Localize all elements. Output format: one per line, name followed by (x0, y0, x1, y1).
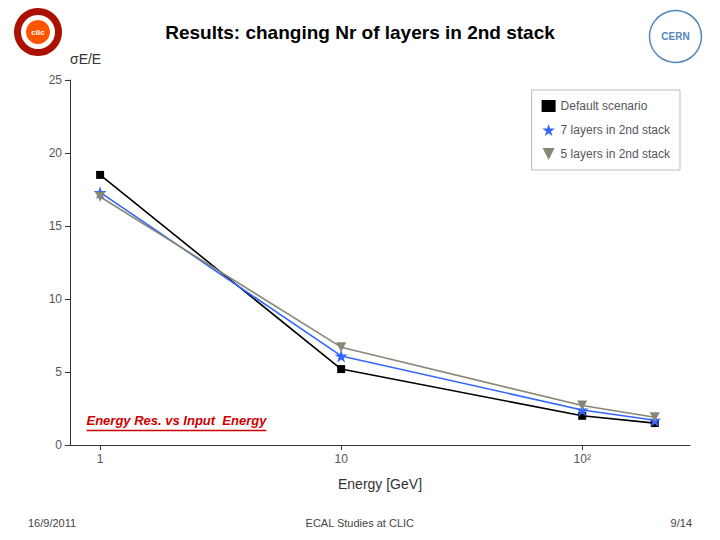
svg-text:15: 15 (49, 219, 63, 233)
svg-text:10: 10 (334, 452, 348, 466)
svg-text:20: 20 (49, 146, 63, 160)
svg-text:25: 25 (49, 73, 63, 87)
svg-text:5: 5 (55, 365, 62, 379)
svg-text:Results: changing Nr of layers: Results: changing Nr of layers in 2nd st… (165, 22, 555, 43)
svg-text:σE/E: σE/E (70, 51, 101, 67)
svg-text:clic: clic (31, 28, 45, 37)
svg-text:10: 10 (49, 292, 63, 306)
svg-text:CERN: CERN (661, 31, 689, 42)
svg-text:7 layers in 2nd stack: 7 layers in 2nd stack (561, 123, 671, 137)
svg-text:9/14: 9/14 (671, 517, 692, 529)
svg-text:Default scenario: Default scenario (561, 99, 648, 113)
svg-text:Energy [GeV]: Energy [GeV] (338, 476, 422, 492)
svg-text:5 layers in 2nd stack: 5 layers in 2nd stack (561, 147, 671, 161)
svg-text:10²: 10² (574, 452, 591, 466)
svg-text:Energy Res. vs Input Energy: Energy Res. vs Input Energy (87, 413, 268, 428)
svg-text:ECAL Studies at CLIC: ECAL Studies at CLIC (306, 517, 414, 529)
svg-text:16/9/2011: 16/9/2011 (28, 517, 76, 529)
svg-text:1: 1 (97, 452, 104, 466)
svg-text:0: 0 (55, 438, 62, 452)
